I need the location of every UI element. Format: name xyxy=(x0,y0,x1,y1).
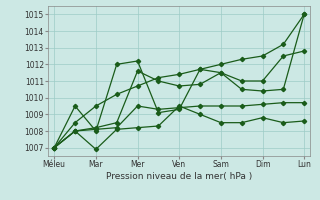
X-axis label: Pression niveau de la mer( hPa ): Pression niveau de la mer( hPa ) xyxy=(106,172,252,181)
